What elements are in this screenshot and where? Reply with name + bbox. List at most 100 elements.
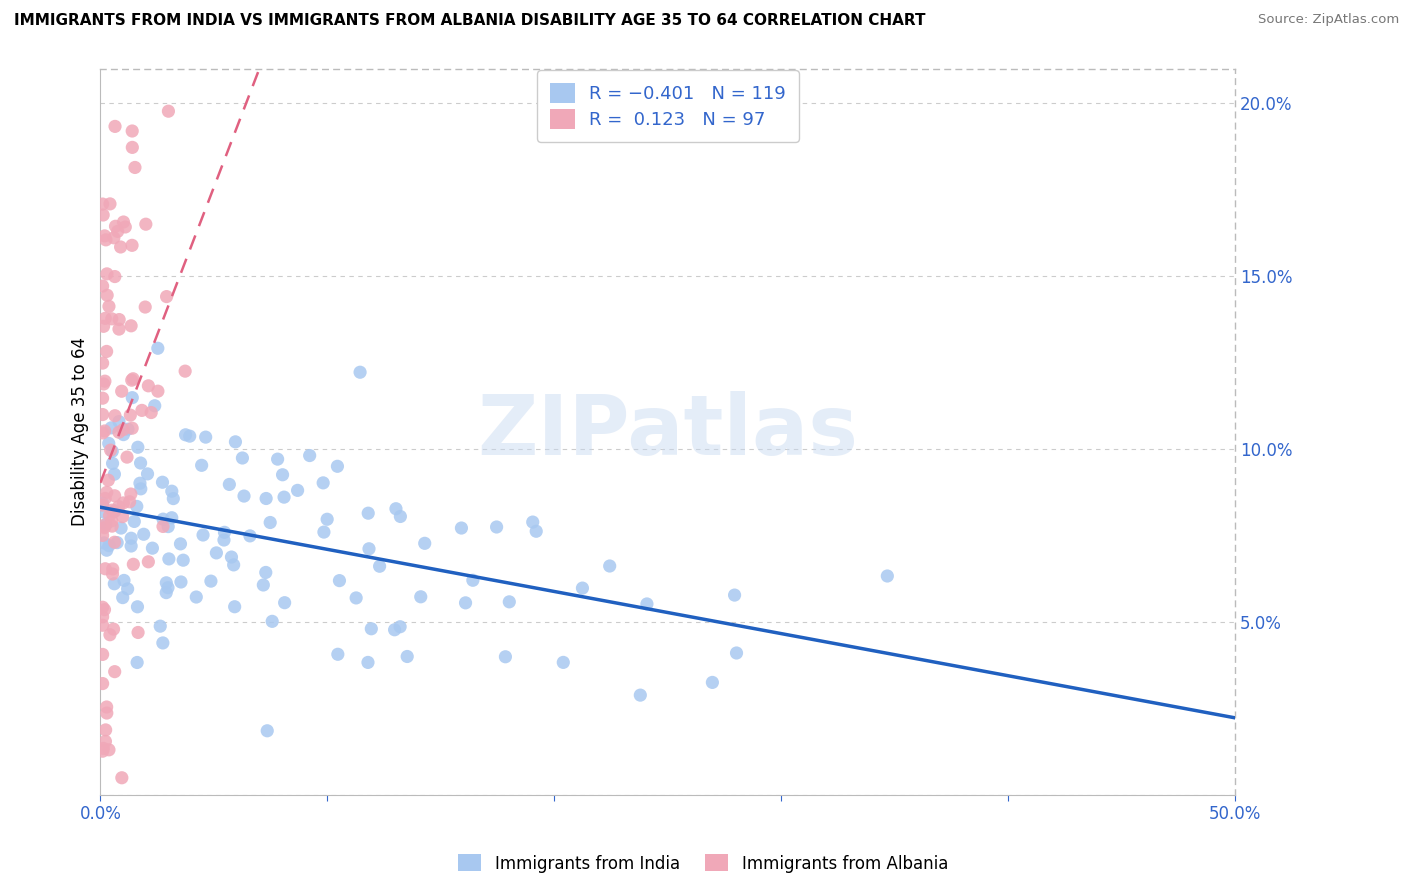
Point (124, 161, 146, 175)
Point (298, 449, 321, 463)
Point (190, 458, 212, 473)
Point (104, 219, 127, 234)
Point (91, 609, 114, 624)
Point (454, 596, 477, 610)
Point (108, 425, 131, 440)
Point (111, 591, 134, 605)
Point (174, 364, 197, 378)
Point (104, 504, 127, 518)
Point (231, 450, 253, 465)
Point (121, 421, 143, 435)
Point (100, 443, 122, 458)
Point (100, 311, 122, 326)
Point (96, 288, 118, 302)
Point (179, 429, 201, 443)
Y-axis label: Disability Age 35 to 64: Disability Age 35 to 64 (72, 337, 89, 526)
Point (152, 512, 174, 526)
Point (389, 620, 412, 634)
Point (112, 496, 135, 510)
Point (156, 581, 179, 595)
Point (360, 622, 382, 636)
Point (111, 509, 134, 524)
Point (522, 515, 544, 529)
Point (120, 408, 142, 422)
Point (101, 519, 124, 533)
Point (409, 590, 432, 604)
Point (266, 452, 288, 467)
Point (138, 379, 160, 393)
Point (98, 628, 121, 642)
Point (131, 403, 153, 417)
Point (349, 365, 371, 379)
Point (224, 599, 246, 614)
Point (571, 581, 593, 595)
Point (93, 424, 115, 438)
Point (723, 588, 745, 602)
Point (273, 596, 295, 610)
Point (357, 656, 380, 670)
Point (93, 602, 115, 616)
Point (91, 197, 114, 211)
Point (110, 521, 132, 535)
Point (97, 473, 120, 487)
Point (385, 501, 408, 516)
Point (155, 575, 177, 590)
Point (107, 500, 129, 514)
Point (239, 529, 262, 543)
Point (93, 521, 115, 535)
Point (117, 422, 139, 436)
Point (149, 619, 172, 633)
Point (485, 520, 508, 534)
Point (725, 646, 748, 660)
Point (368, 559, 391, 574)
Point (91, 356, 114, 370)
Point (160, 484, 183, 499)
Point (98, 539, 121, 553)
Point (118, 495, 141, 509)
Point (174, 427, 197, 442)
Point (121, 140, 143, 154)
Point (103, 622, 125, 636)
Point (101, 566, 124, 581)
Point (117, 582, 139, 596)
Point (143, 399, 166, 413)
Point (121, 373, 143, 387)
Point (114, 219, 136, 234)
Point (146, 341, 169, 355)
Point (121, 391, 143, 405)
Point (132, 527, 155, 541)
Point (316, 512, 339, 526)
Point (461, 574, 484, 588)
Point (93, 319, 115, 334)
Point (136, 467, 159, 481)
Point (91, 208, 114, 222)
Point (96, 485, 118, 500)
Point (97, 743, 120, 757)
Point (233, 489, 256, 503)
Point (93, 376, 115, 391)
Point (96, 543, 118, 558)
Point (553, 656, 575, 670)
Point (108, 312, 131, 326)
Point (312, 525, 335, 540)
Point (91, 676, 114, 690)
Point (162, 491, 184, 506)
Point (254, 491, 277, 506)
Point (170, 574, 193, 589)
Point (104, 269, 127, 284)
Point (110, 240, 132, 254)
Point (357, 506, 380, 520)
Point (104, 120, 127, 134)
Point (101, 444, 124, 458)
Point (135, 217, 157, 231)
Point (636, 597, 658, 611)
Point (93, 536, 115, 550)
Point (384, 623, 406, 637)
Point (222, 558, 245, 572)
Point (157, 519, 180, 533)
Point (254, 566, 277, 580)
Point (125, 500, 148, 514)
Point (312, 475, 335, 490)
Point (357, 541, 380, 556)
Point (120, 531, 142, 545)
